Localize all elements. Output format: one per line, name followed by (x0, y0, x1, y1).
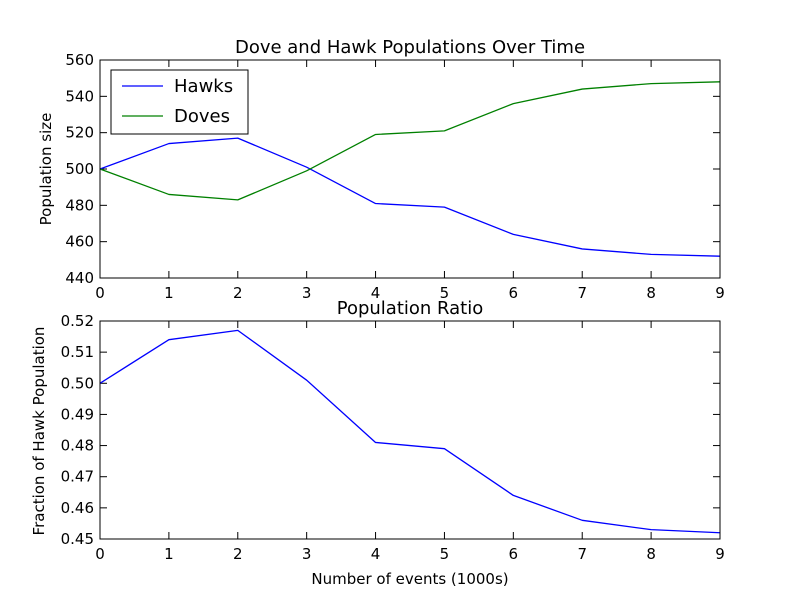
x-tick-label: 4 (371, 284, 381, 302)
x-tick-label: 0 (95, 545, 105, 563)
ratio-chart: Population Ratio Fraction of Hawk Popula… (30, 298, 725, 588)
plot-frame (99, 320, 721, 540)
series-line-series-0 (99, 329, 721, 534)
legend: Hawks Doves (110, 69, 249, 135)
y-tick-label: 520 (65, 124, 94, 142)
x-tick-label: 8 (646, 284, 656, 302)
x-tick-label: 1 (164, 284, 174, 302)
chart-title: Population Ratio (337, 298, 484, 319)
x-tick-label: 9 (715, 545, 725, 563)
legend-label-doves: Doves (174, 106, 230, 127)
y-tick-label: 0.51 (61, 343, 94, 361)
y-tick-label: 0.48 (61, 437, 94, 455)
y-axis-label: Fraction of Hawk Population (30, 327, 48, 536)
y-tick-label: 560 (65, 51, 94, 69)
x-tick-label: 6 (509, 545, 519, 563)
x-tick-label: 1 (164, 545, 174, 563)
y-tick-label: 0.46 (61, 499, 94, 517)
y-tick-label: 0.49 (61, 405, 94, 423)
x-tick-label: 7 (577, 545, 587, 563)
y-tick-label: 0.45 (61, 530, 94, 548)
x-tick-label: 5 (440, 545, 450, 563)
series-group (99, 81, 721, 257)
x-tick-label: 4 (371, 545, 381, 563)
x-axis-label: Number of events (1000s) (311, 570, 508, 588)
y-tick-label: 0.47 (61, 468, 94, 486)
y-tick-label: 460 (65, 233, 94, 251)
x-tick-label: 2 (233, 545, 243, 563)
chart-title: Dove and Hawk Populations Over Time (235, 37, 585, 58)
y-tick-label: 540 (65, 87, 94, 105)
tick-group: 0 1 2 3 4 5 6 7 8 9 440 460 480 500 520 540 560 (65, 51, 724, 302)
x-tick-label: 7 (577, 284, 587, 302)
x-tick-label: 9 (715, 284, 725, 302)
x-tick-label: 8 (646, 545, 656, 563)
y-tick-label: 0.52 (61, 312, 94, 330)
x-tick-label: 2 (233, 284, 243, 302)
y-tick-label: 480 (65, 196, 94, 214)
legend-label-hawks: Hawks (174, 76, 233, 97)
x-tick-label: 0 (95, 284, 105, 302)
x-tick-label: 5 (440, 284, 450, 302)
x-tick-label: 3 (302, 545, 312, 563)
x-tick-label: 6 (509, 284, 519, 302)
y-tick-label: 440 (65, 269, 94, 287)
series-group (99, 329, 721, 534)
y-axis-label: Population size (37, 113, 55, 226)
series-line-doves (99, 81, 721, 201)
series-line-hawks (99, 137, 721, 257)
y-tick-label: 500 (65, 160, 94, 178)
population-chart: Dove and Hawk Populations Over Time Popu… (37, 37, 725, 302)
y-tick-label: 0.50 (61, 374, 94, 392)
plot-frame (99, 59, 721, 279)
legend-box (110, 69, 249, 135)
x-tick-label: 3 (302, 284, 312, 302)
